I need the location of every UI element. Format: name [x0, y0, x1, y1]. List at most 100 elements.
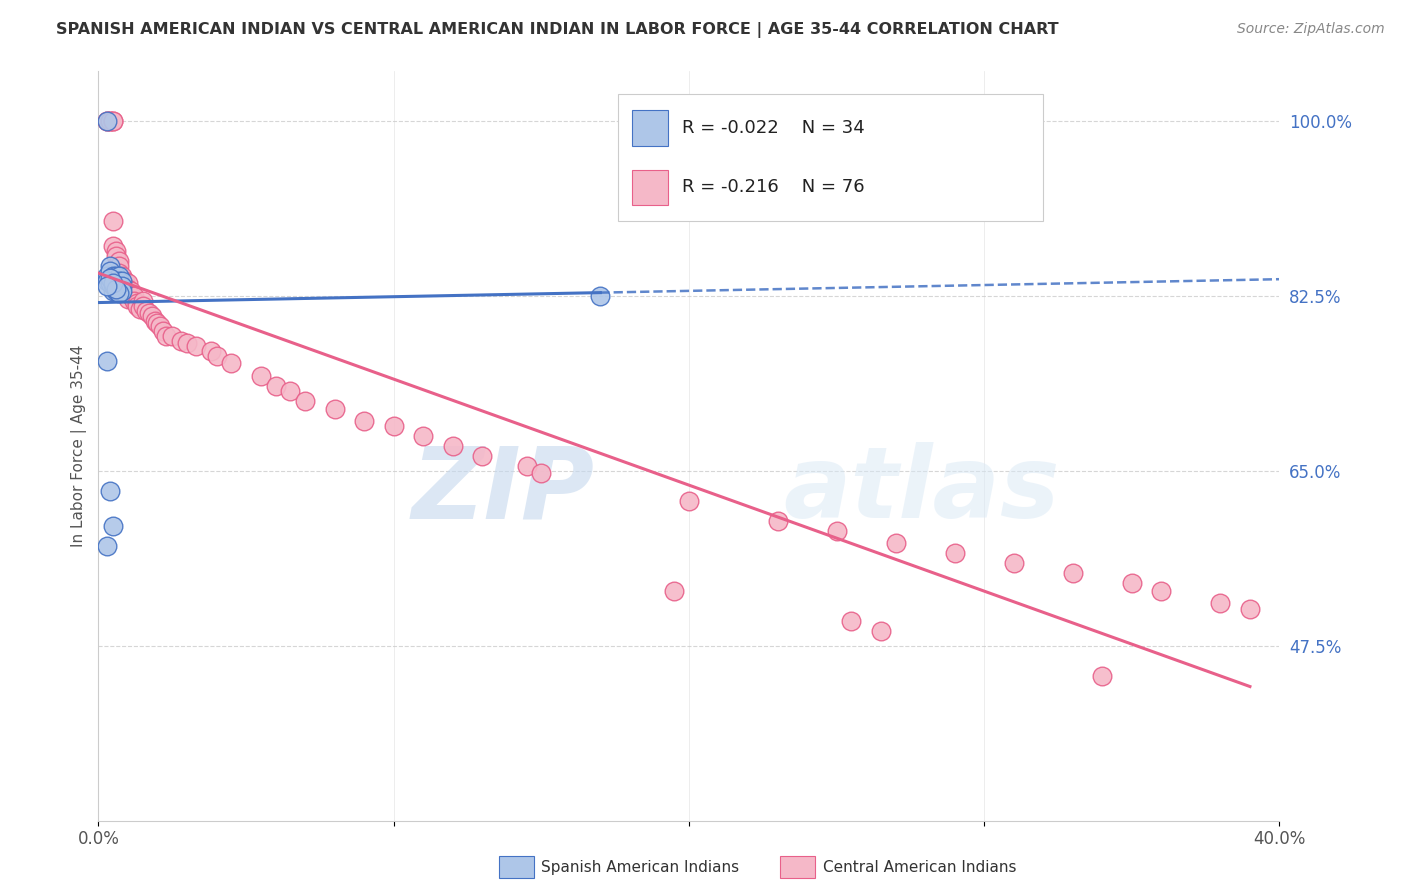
Point — [143, 314, 166, 328]
Point — [114, 274, 136, 288]
Point — [589, 289, 612, 303]
Point — [412, 429, 434, 443]
Point — [1121, 575, 1143, 590]
Point — [111, 276, 134, 290]
Point — [96, 539, 118, 553]
Point — [135, 304, 157, 318]
Point — [103, 274, 125, 288]
Point — [96, 114, 118, 128]
Point — [294, 394, 316, 409]
Point — [943, 546, 966, 560]
Point — [120, 289, 142, 303]
Text: R = -0.216    N = 76: R = -0.216 N = 76 — [682, 178, 865, 196]
Point — [149, 319, 172, 334]
Point — [103, 519, 125, 533]
Point — [103, 239, 125, 253]
Point — [105, 282, 128, 296]
Text: atlas: atlas — [783, 442, 1060, 540]
Point — [117, 292, 139, 306]
Point — [280, 384, 302, 398]
Point — [105, 284, 128, 298]
Point — [117, 286, 139, 301]
Point — [125, 296, 148, 310]
Point — [176, 336, 198, 351]
Point — [105, 249, 128, 263]
Point — [1002, 556, 1025, 570]
Point — [471, 449, 494, 463]
Point — [105, 269, 128, 284]
Point — [108, 259, 131, 273]
Point — [323, 402, 346, 417]
Point — [108, 279, 131, 293]
Point — [98, 114, 121, 128]
Point — [117, 276, 139, 290]
Point — [108, 274, 131, 288]
Point — [141, 309, 163, 323]
Point — [108, 284, 131, 298]
Text: Source: ZipAtlas.com: Source: ZipAtlas.com — [1237, 22, 1385, 37]
Point — [96, 269, 118, 284]
Y-axis label: In Labor Force | Age 35-44: In Labor Force | Age 35-44 — [72, 345, 87, 547]
Text: Spanish American Indians: Spanish American Indians — [541, 860, 740, 874]
Point — [103, 279, 125, 293]
Point — [103, 269, 125, 284]
Point — [103, 278, 125, 293]
Point — [108, 254, 131, 268]
Point — [205, 349, 228, 363]
Point — [884, 536, 907, 550]
Point — [170, 334, 193, 348]
Point — [98, 274, 121, 288]
Point — [132, 294, 155, 309]
Point — [264, 379, 287, 393]
FancyBboxPatch shape — [780, 856, 815, 878]
Point — [1239, 602, 1261, 616]
Point — [96, 114, 118, 128]
Text: Central American Indians: Central American Indians — [823, 860, 1017, 874]
Point — [105, 264, 128, 278]
Point — [98, 264, 121, 278]
Point — [516, 458, 538, 473]
FancyBboxPatch shape — [499, 856, 534, 878]
Point — [98, 114, 121, 128]
Point — [111, 274, 134, 288]
Point — [108, 286, 131, 301]
Point — [200, 344, 222, 359]
Point — [111, 284, 134, 298]
Point — [96, 274, 118, 288]
Point — [105, 279, 128, 293]
Point — [1091, 669, 1114, 683]
Point — [138, 306, 160, 320]
Point — [841, 614, 863, 628]
Point — [96, 279, 118, 293]
Point — [1062, 566, 1084, 580]
Point — [441, 439, 464, 453]
Point — [1150, 583, 1173, 598]
Point — [120, 284, 142, 298]
Point — [664, 583, 686, 598]
Point — [250, 369, 273, 384]
Text: R = -0.022    N = 34: R = -0.022 N = 34 — [682, 119, 865, 136]
Point — [103, 214, 125, 228]
Point — [162, 329, 183, 343]
Point — [96, 114, 118, 128]
Point — [105, 244, 128, 259]
Point — [132, 299, 155, 313]
Point — [105, 274, 128, 288]
Point — [108, 269, 131, 284]
Point — [98, 259, 121, 273]
Point — [353, 414, 375, 428]
Text: ZIP: ZIP — [412, 442, 595, 540]
Point — [530, 466, 553, 480]
Point — [146, 316, 169, 330]
Point — [382, 419, 405, 434]
Point — [678, 494, 700, 508]
Point — [184, 339, 207, 353]
FancyBboxPatch shape — [619, 94, 1043, 221]
Point — [221, 356, 243, 370]
Point — [128, 302, 150, 317]
Point — [1209, 596, 1232, 610]
Text: SPANISH AMERICAN INDIAN VS CENTRAL AMERICAN INDIAN IN LABOR FORCE | AGE 35-44 CO: SPANISH AMERICAN INDIAN VS CENTRAL AMERI… — [56, 22, 1059, 38]
Point — [98, 271, 121, 285]
Point — [105, 282, 128, 296]
Point — [766, 514, 789, 528]
